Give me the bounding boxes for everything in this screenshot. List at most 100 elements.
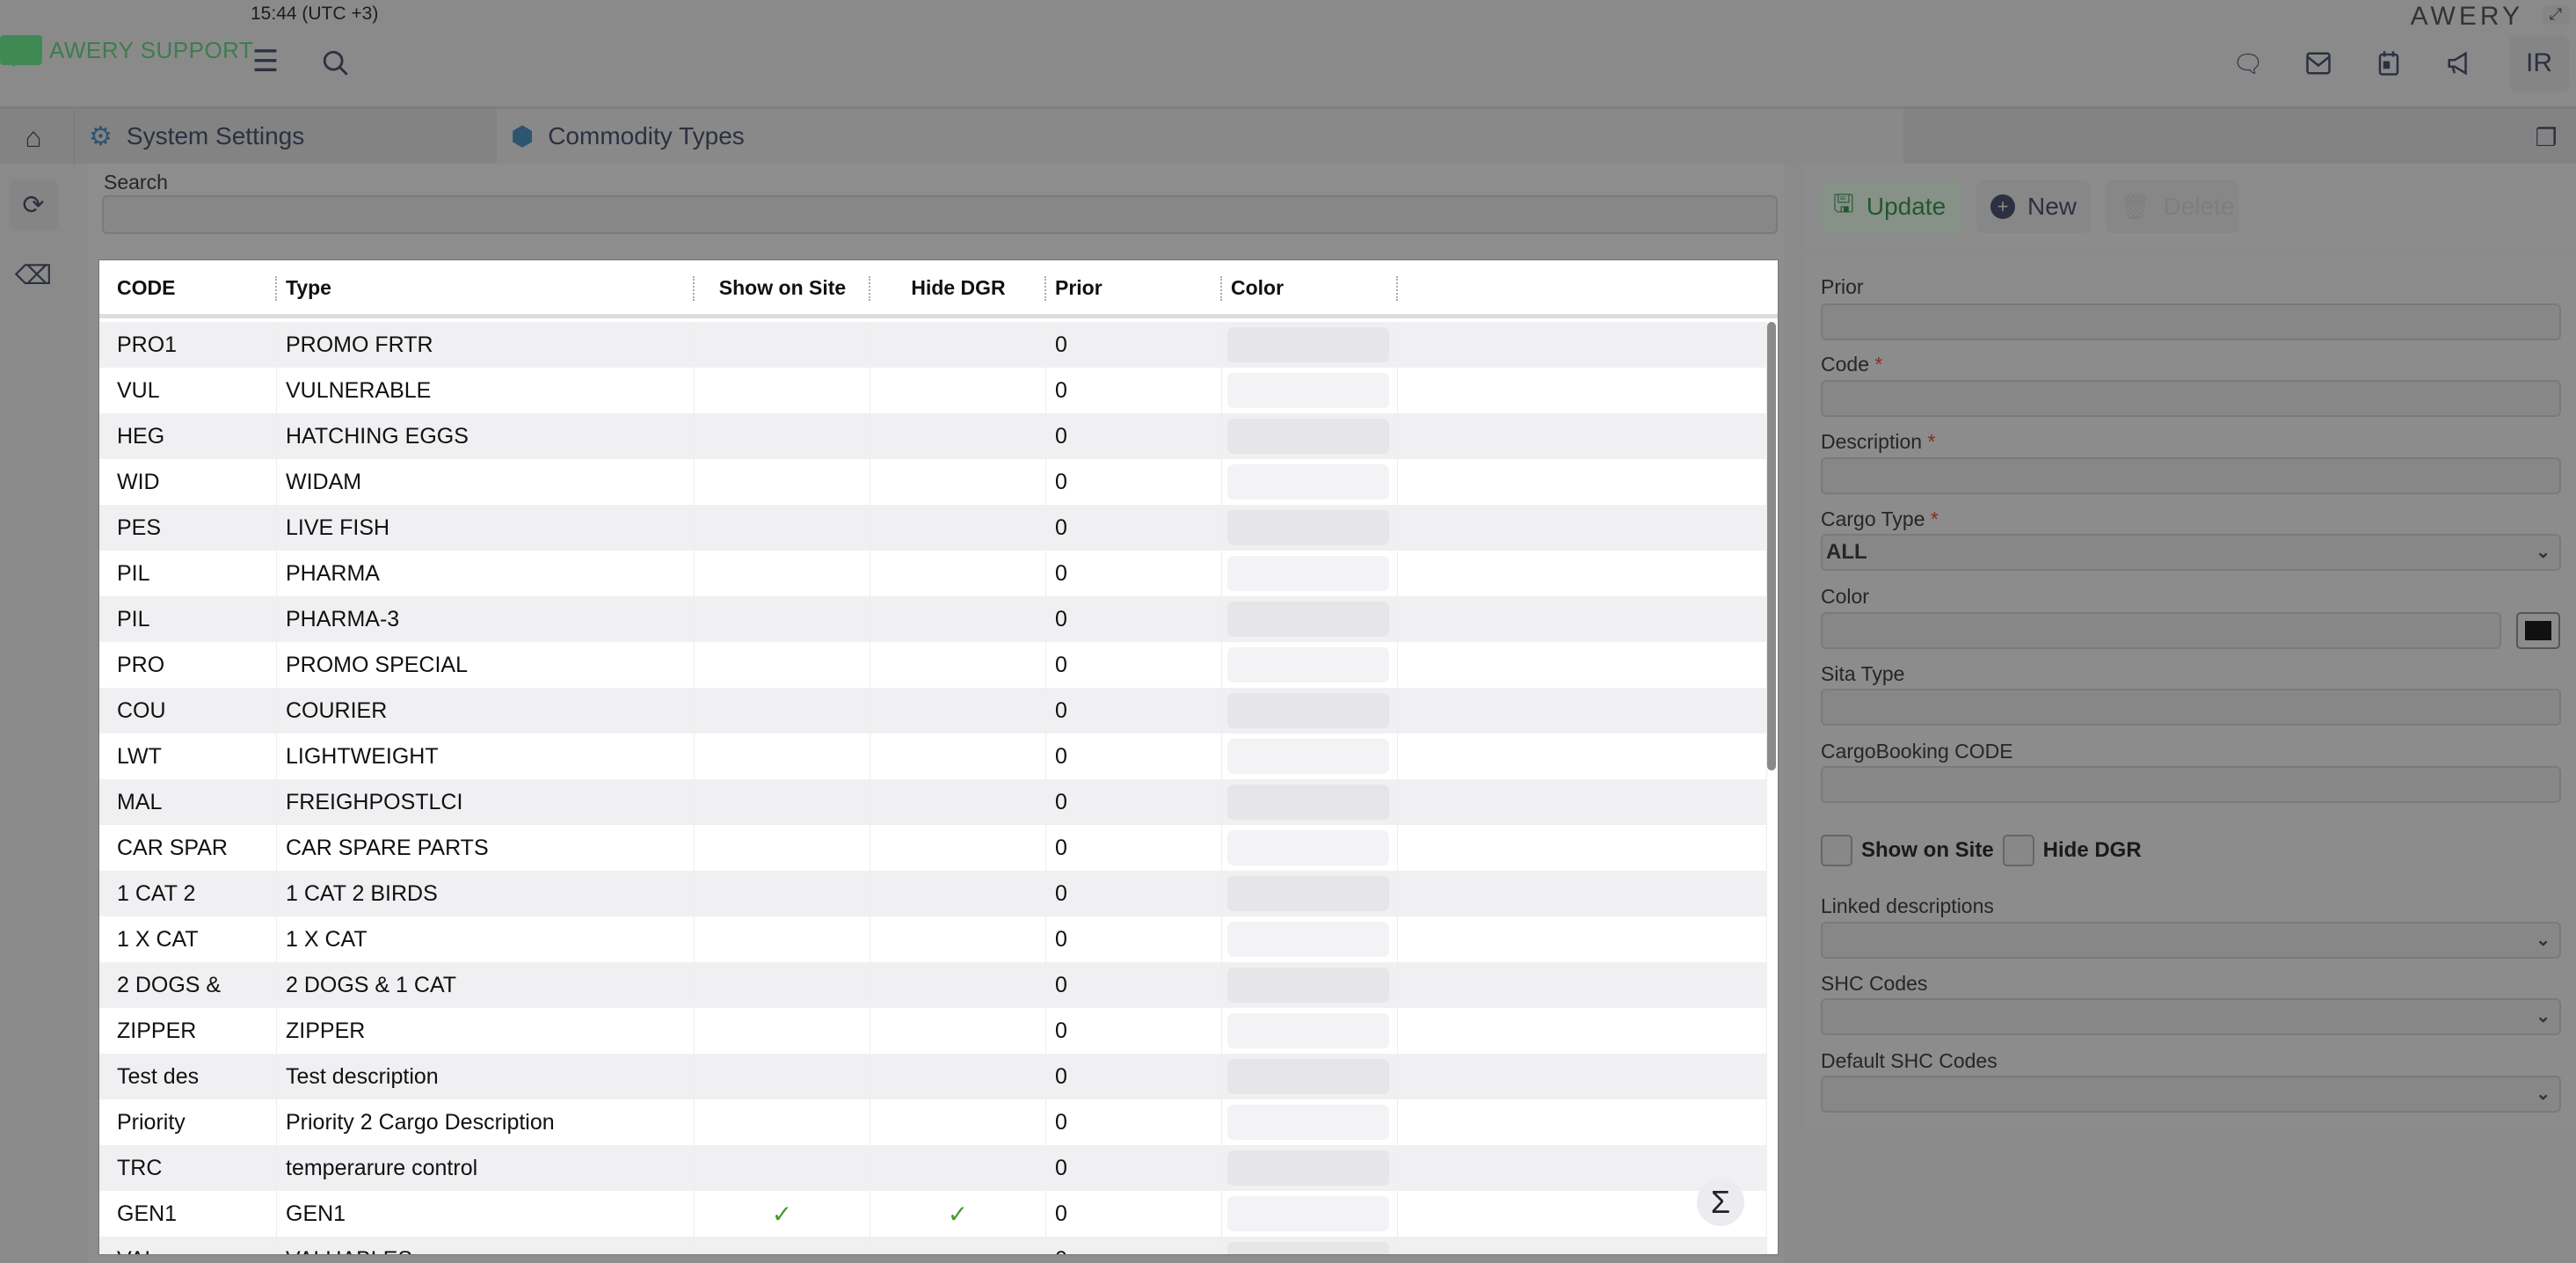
cell-type: FREIGHPOSTLCI (277, 779, 695, 825)
calendar-icon[interactable] (2371, 46, 2406, 81)
linked-descriptions-select[interactable]: ⌄ (1821, 922, 2561, 959)
cell-show-on-site (695, 551, 870, 596)
cell-prior: 0 (1046, 322, 1222, 368)
hide-dgr-checkbox[interactable] (2002, 835, 2034, 866)
table-row[interactable]: 2 DOGS & 2 DOGS & 1 CAT 0 (99, 962, 1767, 1008)
cell-filler (1398, 642, 1767, 688)
cell-filler (1398, 688, 1767, 734)
color-input[interactable] (1821, 612, 2501, 649)
tab-system-settings[interactable]: ⚙ System Settings (74, 109, 494, 164)
save-icon: 🖫 (1833, 190, 1854, 217)
code-input[interactable] (1821, 380, 2561, 417)
cargo-type-value: ALL (1826, 540, 1867, 564)
table-row[interactable]: PRO PROMO SPECIAL 0 (99, 642, 1767, 688)
table-row[interactable]: PRO1 PROMO FRTR 0 (99, 322, 1767, 368)
cell-code: VUL (99, 368, 277, 413)
cell-filler (1398, 459, 1767, 505)
table-row[interactable]: VALVALUABLES 0 (99, 1237, 1767, 1254)
color-swatch (1227, 373, 1389, 408)
app-logo[interactable]: AWERY SUPPORT (0, 35, 254, 67)
megaphone-icon[interactable] (2441, 46, 2477, 81)
table-row[interactable]: COU COURIER 0 (99, 688, 1767, 734)
cell-prior: 0 (1046, 596, 1222, 642)
home-icon[interactable]: ⌂ (25, 120, 42, 153)
cell-show-on-site (695, 1237, 870, 1254)
cell-filler (1398, 413, 1767, 459)
cell-code: CAR SPAR (99, 825, 277, 871)
mail-icon[interactable] (2301, 46, 2336, 81)
table-row[interactable]: TRC temperarure control 0 (99, 1145, 1767, 1191)
cell-filler (1398, 825, 1767, 871)
delete-button[interactable]: 🗑 Delete (2106, 180, 2239, 233)
app-name: AWERY SUPPORT (49, 36, 254, 63)
table-row[interactable]: MAL FREIGHPOSTLCI 0 (99, 779, 1767, 825)
table-row[interactable]: PES LIVE FISH 0 (99, 505, 1767, 551)
prior-input[interactable] (1821, 303, 2561, 340)
cell-prior: 0 (1046, 779, 1222, 825)
table-row[interactable]: PIL PHARMA-3 0 (99, 596, 1767, 642)
description-input[interactable] (1821, 457, 2561, 494)
clear-button[interactable]: ⌫ (9, 250, 58, 301)
cell-filler (1398, 505, 1767, 551)
col-color[interactable]: Color (1222, 260, 1398, 315)
table-row[interactable]: PIL PHARMA 0 (99, 551, 1767, 596)
cell-filler (1398, 368, 1767, 413)
search-label: Search (104, 171, 168, 193)
fullscreen-icon[interactable]: ⤢ (2543, 5, 2569, 25)
cell-prior: 0 (1046, 1008, 1222, 1054)
col-show-on-site[interactable]: Show on Site (695, 260, 870, 315)
table-row[interactable]: HEG HATCHING EGGS 0 (99, 413, 1767, 459)
restore-windows-icon[interactable]: ❐ (2535, 123, 2558, 151)
table-row[interactable]: WID WIDAM 0 (99, 459, 1767, 505)
table-row[interactable]: Priority Priority 2 Cargo Description 0 (99, 1099, 1767, 1145)
user-avatar[interactable]: IR (2509, 35, 2569, 91)
cell-code: PRO1 (99, 322, 277, 368)
color-swatch (1227, 419, 1389, 454)
chevron-down-icon: ⌄ (2536, 931, 2551, 950)
col-prior[interactable]: Prior (1046, 260, 1222, 315)
table-row[interactable]: Test des Test description 0 (99, 1054, 1767, 1099)
plus-circle-icon: + (1990, 194, 2015, 219)
search-icon[interactable] (317, 44, 355, 83)
update-button[interactable]: 🖫 Update (1819, 180, 1961, 233)
cell-code: PRO (99, 642, 277, 688)
checkmark-icon: ✓ (695, 1191, 870, 1237)
cell-filler (1398, 916, 1767, 962)
table-row[interactable]: GEN1 GEN1 ✓ ✓ 0 (99, 1191, 1767, 1237)
sum-button[interactable]: Σ (1697, 1179, 1744, 1226)
table-row[interactable]: ZIPPER ZIPPER 0 (99, 1008, 1767, 1054)
new-button[interactable]: + New (1976, 180, 2091, 233)
col-hide-dgr[interactable]: Hide DGR (870, 260, 1046, 315)
table-row[interactable]: LWT LIGHTWEIGHT 0 (99, 734, 1767, 779)
cell-show-on-site (695, 962, 870, 1008)
cargobooking-code-input[interactable] (1821, 766, 2561, 803)
cell-prior: 0 (1046, 688, 1222, 734)
tab-commodity-types[interactable]: ⬢ Commodity Types (497, 109, 1903, 164)
table-row[interactable]: CAR SPAR CAR SPARE PARTS 0 (99, 825, 1767, 871)
cargo-type-select[interactable]: ALL ⌄ (1821, 534, 2561, 571)
color-swatch (1227, 1196, 1389, 1231)
sita-type-input[interactable] (1821, 689, 2561, 726)
cell-code: GEN1 (99, 1191, 277, 1237)
cell-show-on-site (695, 1054, 870, 1099)
col-type[interactable]: Type (277, 260, 695, 315)
tab-bar: ⌂ ⚙ System Settings ⬢ Commodity Types ❐ (0, 109, 2576, 164)
commodity-table: CODE Type Show on Site Hide DGR Prior Co… (98, 259, 1779, 1255)
table-row[interactable]: 1 X CAT 1 X CAT 0 (99, 916, 1767, 962)
cell-prior: 0 (1046, 962, 1222, 1008)
color-picker-button[interactable] (2516, 612, 2560, 649)
table-row[interactable]: VUL VULNERABLE 0 (99, 368, 1767, 413)
chat-icon[interactable]: 🗨 (2232, 49, 2264, 77)
shc-codes-select[interactable]: ⌄ (1821, 998, 2561, 1035)
cell-code: 1 CAT 2 (99, 871, 277, 916)
show-on-site-checkbox[interactable] (1821, 835, 1852, 866)
menu-icon[interactable]: ☰ (251, 45, 280, 78)
cell-hide-dgr (870, 779, 1046, 825)
table-scrollbar[interactable] (1767, 322, 1776, 770)
refresh-button[interactable]: ⟳ (9, 179, 58, 230)
default-shc-codes-select[interactable]: ⌄ (1821, 1076, 2561, 1113)
eraser-icon: ⌫ (14, 260, 53, 290)
search-input[interactable] (102, 195, 1778, 234)
col-code[interactable]: CODE (99, 260, 277, 315)
